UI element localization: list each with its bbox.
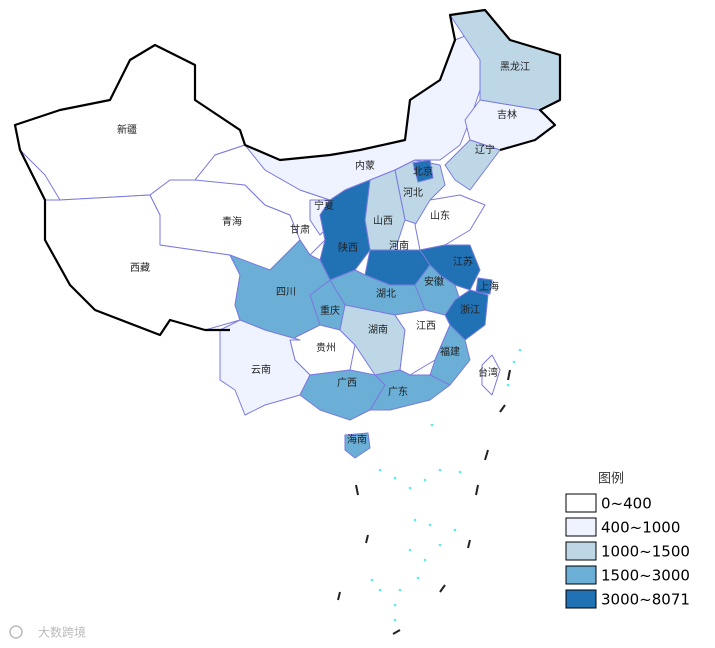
province-label: 重庆 [320,304,340,317]
province-label: 台湾 [478,366,498,379]
island [408,486,412,490]
island [393,618,397,622]
province-label: 湖北 [376,288,396,300]
legend-label: 3000~8071 [601,591,690,609]
island [393,476,397,480]
island [453,528,457,532]
legend-label: 0~400 [601,495,652,513]
province [412,159,434,183]
island [428,523,432,527]
island [438,543,442,547]
province-label: 安徽 [424,275,444,288]
province-label: 浙江 [460,304,480,316]
island [512,360,516,364]
province [481,354,501,396]
province-label: 贵州 [316,341,336,354]
island [398,588,402,592]
province-label: 上海 [479,280,499,293]
province-label: 江苏 [453,255,473,268]
island [408,548,412,552]
legend-swatch [565,493,597,513]
island [413,518,417,522]
province-label: 广东 [388,385,408,398]
province-label: 陕西 [338,241,358,254]
province-label: 河南 [389,239,409,252]
province-label: 甘肃 [290,223,310,236]
province-label: 辽宁 [475,143,495,156]
province-label: 青海 [222,215,242,228]
province-label: 四川 [276,287,296,298]
island [458,470,462,474]
province-label: 吉林 [497,108,517,121]
legend-swatch [565,517,597,537]
province [229,239,331,341]
island [416,576,420,580]
province-label: 西藏 [130,262,150,274]
province-label: 宁夏 [314,199,334,212]
province-label: 广西 [337,377,357,389]
legend-swatch [565,589,597,609]
province [344,432,371,459]
island [518,348,522,352]
province-label: 北京 [413,165,433,178]
watermark-icon [9,625,23,639]
nine-dash-line [337,369,511,635]
province-label: 内蒙 [355,159,375,172]
legend-swatch [565,565,597,585]
province-label: 云南 [251,363,271,376]
legend-title: 图例 [598,472,624,487]
province-label: 河北 [403,187,423,199]
province [369,369,451,411]
province-label: 山西 [373,215,393,227]
island [506,383,510,387]
watermark: 大数跨境 [9,625,86,640]
province [475,277,493,295]
legend: 图例 0~400 400~1000 1000~1500 1500~3000 3000~80… [565,472,690,609]
province [444,139,501,191]
island [430,423,434,427]
island [370,578,374,582]
province-label: 黑龙江 [500,60,530,73]
islands [370,348,522,622]
national-border [13,8,562,337]
legend-label: 1500~3000 [601,567,690,585]
watermark-text: 大数跨境 [38,625,86,640]
province-label: 海南 [347,433,367,446]
province-label: 新疆 [117,123,137,136]
island [423,478,427,482]
island [378,468,382,472]
island [393,603,397,607]
province-label: 山东 [430,209,450,222]
legend-swatch [565,541,597,561]
province-label: 福建 [440,345,460,358]
legend-label: 1000~1500 [601,543,690,561]
island [378,588,382,592]
island [423,558,427,562]
province-label: 江西 [416,320,436,332]
legend-label: 400~1000 [601,519,680,537]
island [438,468,442,472]
province-label: 湖南 [368,323,388,336]
